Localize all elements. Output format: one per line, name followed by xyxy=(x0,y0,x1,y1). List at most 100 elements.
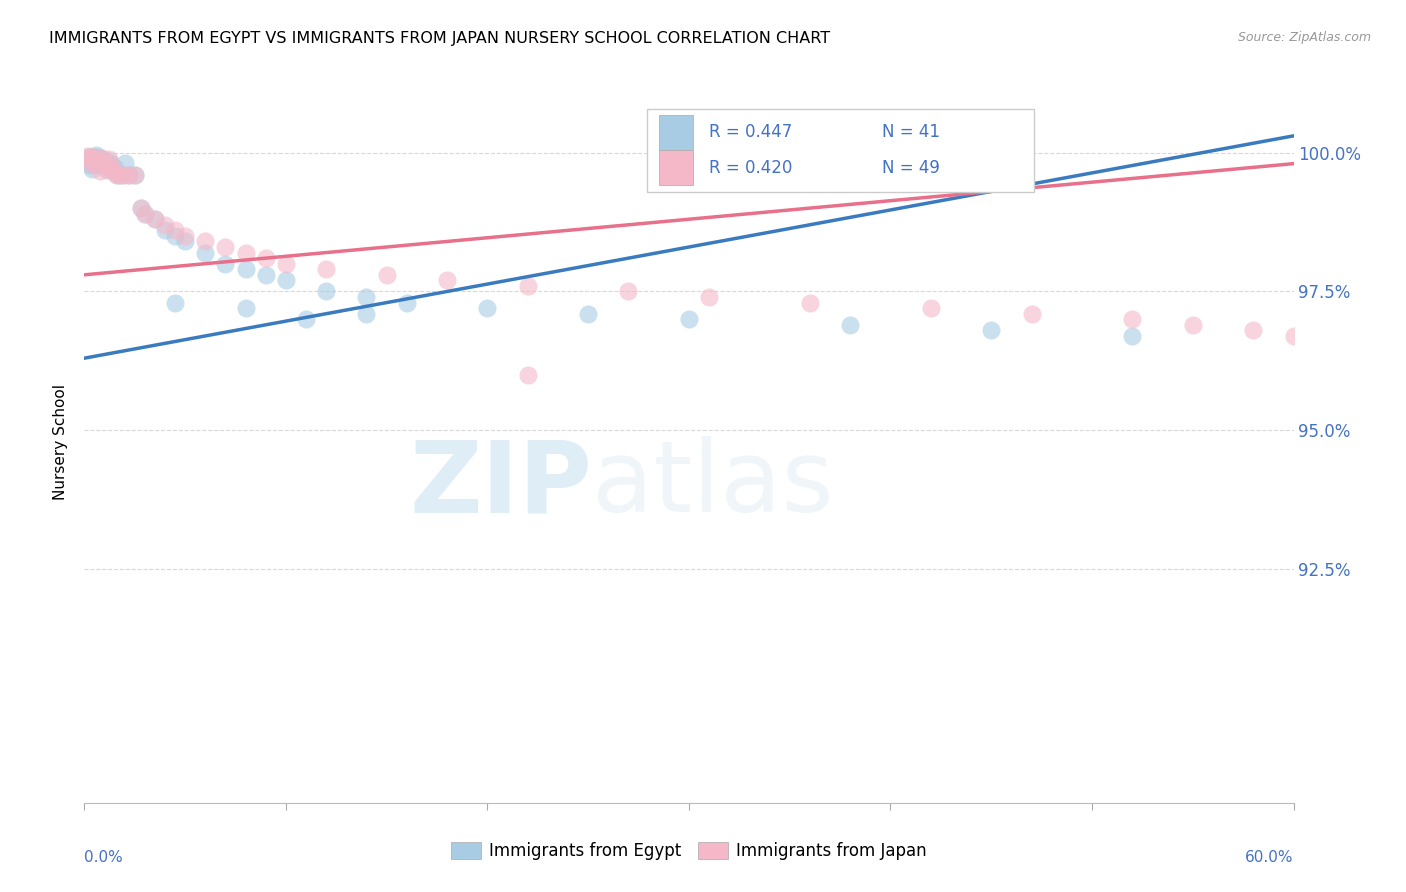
Point xyxy=(110,168,132,182)
Text: R = 0.420: R = 0.420 xyxy=(710,159,793,177)
Point xyxy=(356,307,378,321)
Point xyxy=(1362,340,1385,354)
Point xyxy=(153,218,176,232)
Point xyxy=(165,295,187,310)
Point xyxy=(1021,307,1043,321)
Point xyxy=(100,158,122,172)
Point xyxy=(114,156,136,170)
FancyBboxPatch shape xyxy=(659,151,693,185)
Point xyxy=(87,153,110,167)
Point xyxy=(114,168,136,182)
Point xyxy=(274,257,297,271)
Point xyxy=(235,301,257,315)
Point xyxy=(143,212,166,227)
Point xyxy=(118,168,141,182)
Point xyxy=(477,301,499,315)
Point xyxy=(295,312,318,326)
Point xyxy=(235,262,257,277)
Point xyxy=(129,201,152,215)
Point xyxy=(87,150,110,164)
Point xyxy=(91,152,114,166)
Point xyxy=(129,201,152,215)
Legend: Immigrants from Egypt, Immigrants from Japan: Immigrants from Egypt, Immigrants from J… xyxy=(444,835,934,867)
Point xyxy=(980,323,1002,337)
Point xyxy=(395,295,418,310)
Point xyxy=(165,228,187,243)
Point xyxy=(89,164,111,178)
Point xyxy=(83,157,105,171)
Point xyxy=(79,156,101,170)
Point xyxy=(97,152,120,166)
Point xyxy=(79,150,101,164)
Point xyxy=(153,223,176,237)
Text: Source: ZipAtlas.com: Source: ZipAtlas.com xyxy=(1237,31,1371,45)
Point xyxy=(105,168,128,182)
Point xyxy=(1121,329,1143,343)
Point xyxy=(254,251,277,265)
Point xyxy=(82,161,104,176)
Text: R = 0.447: R = 0.447 xyxy=(710,123,793,141)
FancyBboxPatch shape xyxy=(647,109,1033,193)
Point xyxy=(124,168,146,182)
Point xyxy=(1241,323,1264,337)
Point xyxy=(274,273,297,287)
Text: 0.0%: 0.0% xyxy=(84,850,124,864)
Point xyxy=(79,158,101,172)
Point xyxy=(1282,329,1305,343)
Point xyxy=(104,161,127,175)
Point xyxy=(82,150,104,164)
Point xyxy=(110,168,132,182)
Point xyxy=(576,307,599,321)
Point xyxy=(315,285,337,299)
Text: 60.0%: 60.0% xyxy=(1246,850,1294,864)
Point xyxy=(516,279,538,293)
Point xyxy=(516,368,538,382)
Point xyxy=(96,162,118,177)
Point xyxy=(86,153,108,167)
Point xyxy=(89,152,111,166)
Point xyxy=(83,157,105,171)
Point xyxy=(697,290,720,304)
Point xyxy=(1121,312,1143,326)
Point xyxy=(100,157,122,171)
Point xyxy=(96,162,118,177)
Point xyxy=(134,207,156,221)
Text: N = 49: N = 49 xyxy=(883,159,941,177)
Point xyxy=(315,262,337,277)
Point xyxy=(194,235,217,249)
Point xyxy=(214,257,236,271)
Point xyxy=(105,168,128,182)
Text: N = 41: N = 41 xyxy=(883,123,941,141)
Point xyxy=(143,212,166,227)
Point xyxy=(920,301,942,315)
Point xyxy=(214,240,236,254)
Point xyxy=(799,295,821,310)
Point xyxy=(77,150,100,164)
Point xyxy=(82,153,104,167)
Point xyxy=(165,223,187,237)
Point xyxy=(1181,318,1204,332)
Point xyxy=(97,153,120,168)
Text: atlas: atlas xyxy=(592,436,834,533)
Point xyxy=(174,235,197,249)
Point xyxy=(1323,334,1346,349)
Point xyxy=(134,207,156,221)
Point xyxy=(617,285,640,299)
Point xyxy=(254,268,277,282)
Point xyxy=(436,273,458,287)
Point xyxy=(93,155,115,169)
Y-axis label: Nursery School: Nursery School xyxy=(53,384,69,500)
Point xyxy=(356,290,378,304)
Point xyxy=(93,157,115,171)
Point xyxy=(87,157,110,171)
Point xyxy=(375,268,398,282)
Point xyxy=(89,156,111,170)
Point xyxy=(77,149,100,163)
Point xyxy=(118,168,141,182)
Point xyxy=(678,312,700,326)
Point xyxy=(104,165,127,179)
Point xyxy=(235,245,257,260)
Point xyxy=(101,162,124,177)
FancyBboxPatch shape xyxy=(659,115,693,150)
Point xyxy=(1403,345,1406,359)
